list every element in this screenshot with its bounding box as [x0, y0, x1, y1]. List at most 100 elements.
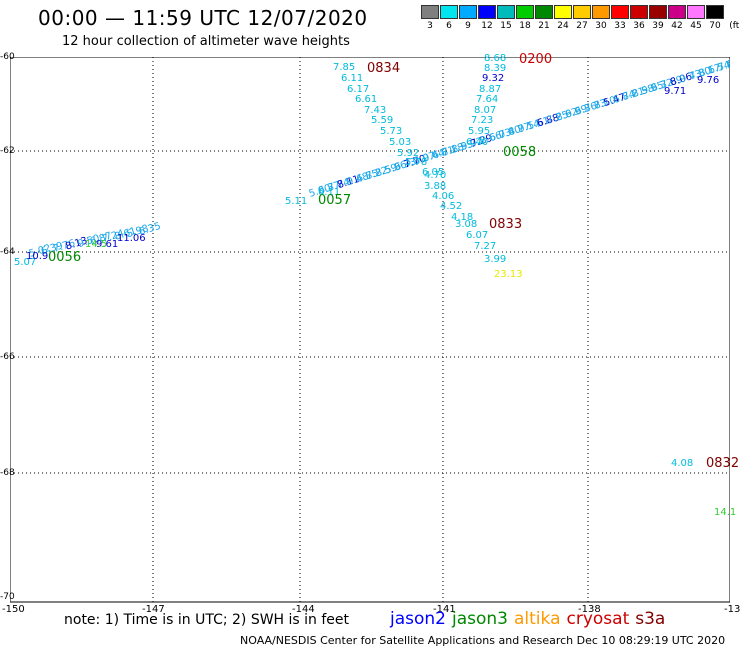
- legend-altika: altika: [514, 609, 561, 629]
- scale-swatch: [668, 5, 686, 19]
- wave-height-reading: 6.17: [347, 84, 370, 95]
- wave-height-reading: 14.5: [85, 239, 108, 250]
- scale-swatch: [478, 5, 496, 19]
- pass-time-label: 0832: [706, 456, 740, 471]
- wave-height-reading: 5.07: [14, 257, 37, 268]
- wave-height-reading: 7.64: [476, 94, 499, 105]
- legend-s3a: s3a: [635, 609, 666, 629]
- wave-height-reading: 4.70: [424, 170, 447, 181]
- wave-height-reading: 4.08: [671, 458, 694, 469]
- scale-swatch: [687, 5, 705, 19]
- x-tick-label: -144: [292, 604, 315, 615]
- x-tick-label: -147: [142, 604, 165, 615]
- wave-height-reading: 6.11: [341, 73, 364, 84]
- chart-subtitle: 12 hour collection of altimeter wave hei…: [62, 34, 350, 49]
- scale-swatch: [649, 5, 667, 19]
- wave-height-reading: 6.40: [466, 137, 489, 148]
- scale-label: 15: [500, 21, 512, 31]
- wave-height-reading: 9.32: [482, 73, 505, 84]
- scale-swatch: [497, 5, 515, 19]
- y-tick-label: -68: [0, 468, 15, 478]
- wave-height-reading: 23.13: [494, 269, 523, 280]
- satellite-legend: jason2 jason3 altika cryosat s3a: [390, 609, 671, 629]
- scale-swatch: [554, 5, 572, 19]
- scale-label: 33: [614, 21, 626, 31]
- y-tick-label: -64: [0, 247, 15, 257]
- scale-label: 36: [633, 21, 645, 31]
- scale-unit: (ft): [729, 21, 740, 31]
- pass-time-label: 0057: [318, 193, 352, 208]
- x-tick-label: -141: [433, 604, 456, 615]
- pass-time-label: 0058: [503, 145, 537, 160]
- wave-height-reading: 7.43: [364, 105, 387, 116]
- scale-swatch: [630, 5, 648, 19]
- scale-label: 39: [652, 21, 664, 31]
- scale-swatch: [421, 5, 439, 19]
- scale-label: 42: [671, 21, 683, 31]
- track-value: 8.28: [726, 57, 730, 71]
- pass-time-label: 0056: [48, 250, 82, 265]
- scale-label: 12: [481, 21, 493, 31]
- scale-label: 70: [709, 21, 721, 31]
- scale-swatch: [592, 5, 610, 19]
- pass-time-label: 0834: [367, 61, 401, 76]
- scale-label: 45: [690, 21, 702, 31]
- wave-height-reading: 4.52: [440, 201, 463, 212]
- x-tick-label: -138: [578, 604, 601, 615]
- credit-line: NOAA/NESDIS Center for Satellite Applica…: [240, 634, 726, 647]
- wave-height-reading: 8.87: [479, 84, 502, 95]
- wave-height-reading: 8.68: [484, 53, 507, 64]
- wave-height-reading: 5.78: [405, 157, 428, 168]
- wave-height-reading: 6.05: [422, 167, 445, 178]
- scale-swatch: [573, 5, 591, 19]
- scale-label: 21: [538, 21, 550, 31]
- wave-height-reading: 5.59: [371, 115, 394, 126]
- scale-swatch: [440, 5, 458, 19]
- wave-height-reading: 6.07: [466, 230, 489, 241]
- scale-label: 27: [576, 21, 588, 31]
- wave-height-reading: 8.07: [474, 105, 497, 116]
- scale-swatch: [611, 5, 629, 19]
- wave-height-reading: 10.9: [26, 251, 49, 262]
- pass-time-label: 0833: [489, 217, 523, 232]
- x-tick-label: -13: [724, 604, 740, 615]
- wave-height-reading: 7.85: [333, 62, 356, 73]
- scale-swatch: [535, 5, 553, 19]
- scale-label: 9: [465, 21, 471, 31]
- wave-height-reading: 4.18: [451, 212, 474, 223]
- grid-lines: [10, 57, 730, 602]
- wave-height-reading: 3.08: [455, 219, 478, 230]
- scale-swatch: [706, 5, 724, 19]
- chart-title: 00:00 — 11:59 UTC 12/07/2020: [38, 6, 368, 30]
- scale-swatch: [459, 5, 477, 19]
- wave-height-reading: 9.61: [96, 239, 119, 250]
- wave-height-reading: 9.71: [664, 86, 687, 97]
- y-tick-label: -60: [0, 52, 15, 62]
- wave-height-reading: 3.88: [424, 181, 447, 192]
- scale-label: 3: [427, 21, 433, 31]
- track-value: 7.91: [717, 57, 730, 74]
- wave-height-reading: 6.61: [355, 94, 378, 105]
- wave-height-reading: 5.73: [380, 126, 403, 137]
- y-tick-label: -70: [0, 592, 15, 602]
- wave-height-reading: 3.99: [484, 254, 507, 265]
- note-text: note: 1) Time is in UTC; 2) SWH is in fe…: [64, 612, 350, 628]
- x-tick-label: -150: [2, 604, 25, 615]
- legend-jason2: jason2: [390, 609, 446, 629]
- map-plot: 5.006.377.748.119.486.857.228.595.966.33…: [10, 57, 730, 603]
- scale-label: 18: [519, 21, 531, 31]
- wave-height-reading: 7.23: [471, 115, 494, 126]
- wave-height-reading: 11.06: [117, 233, 146, 244]
- legend-cryosat: cryosat: [566, 609, 630, 629]
- plot-frame: [10, 57, 730, 603]
- wave-height-reading: 9.76: [697, 75, 720, 86]
- wave-height-reading: 5.92: [397, 148, 420, 159]
- legend-jason3: jason3: [452, 609, 508, 629]
- wave-height-reading: 14.1: [714, 507, 737, 518]
- y-tick-label: -62: [0, 146, 15, 156]
- y-tick-label: -66: [0, 352, 15, 362]
- wave-height-reading: 8.39: [484, 63, 507, 74]
- track-value: 6.54: [707, 60, 730, 77]
- wave-height-reading: 5.03: [389, 137, 412, 148]
